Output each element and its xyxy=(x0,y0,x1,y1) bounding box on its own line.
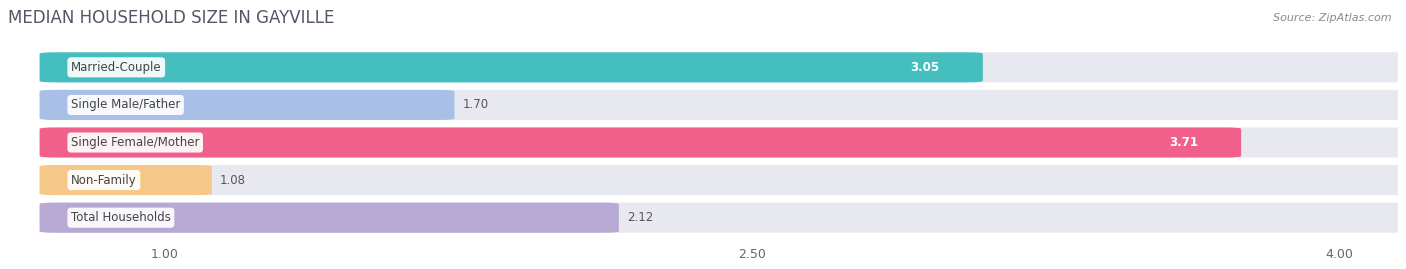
Text: MEDIAN HOUSEHOLD SIZE IN GAYVILLE: MEDIAN HOUSEHOLD SIZE IN GAYVILLE xyxy=(8,9,335,27)
Text: Married-Couple: Married-Couple xyxy=(70,61,162,74)
Text: 1.70: 1.70 xyxy=(463,98,488,111)
Text: Single Male/Father: Single Male/Father xyxy=(70,98,180,111)
FancyBboxPatch shape xyxy=(39,165,212,195)
Text: 1.08: 1.08 xyxy=(219,174,246,187)
Text: 3.05: 3.05 xyxy=(911,61,939,74)
FancyBboxPatch shape xyxy=(39,90,454,120)
FancyBboxPatch shape xyxy=(39,203,1406,233)
Text: 2.12: 2.12 xyxy=(627,211,652,224)
FancyBboxPatch shape xyxy=(39,165,1406,195)
FancyBboxPatch shape xyxy=(39,128,1406,158)
FancyBboxPatch shape xyxy=(39,90,1406,120)
FancyBboxPatch shape xyxy=(39,128,1241,158)
Text: Total Households: Total Households xyxy=(70,211,170,224)
Text: Non-Family: Non-Family xyxy=(70,174,136,187)
FancyBboxPatch shape xyxy=(39,52,983,82)
FancyBboxPatch shape xyxy=(39,52,1406,82)
FancyBboxPatch shape xyxy=(39,203,619,233)
Text: Single Female/Mother: Single Female/Mother xyxy=(70,136,200,149)
Text: Source: ZipAtlas.com: Source: ZipAtlas.com xyxy=(1274,13,1392,23)
Text: 3.71: 3.71 xyxy=(1168,136,1198,149)
